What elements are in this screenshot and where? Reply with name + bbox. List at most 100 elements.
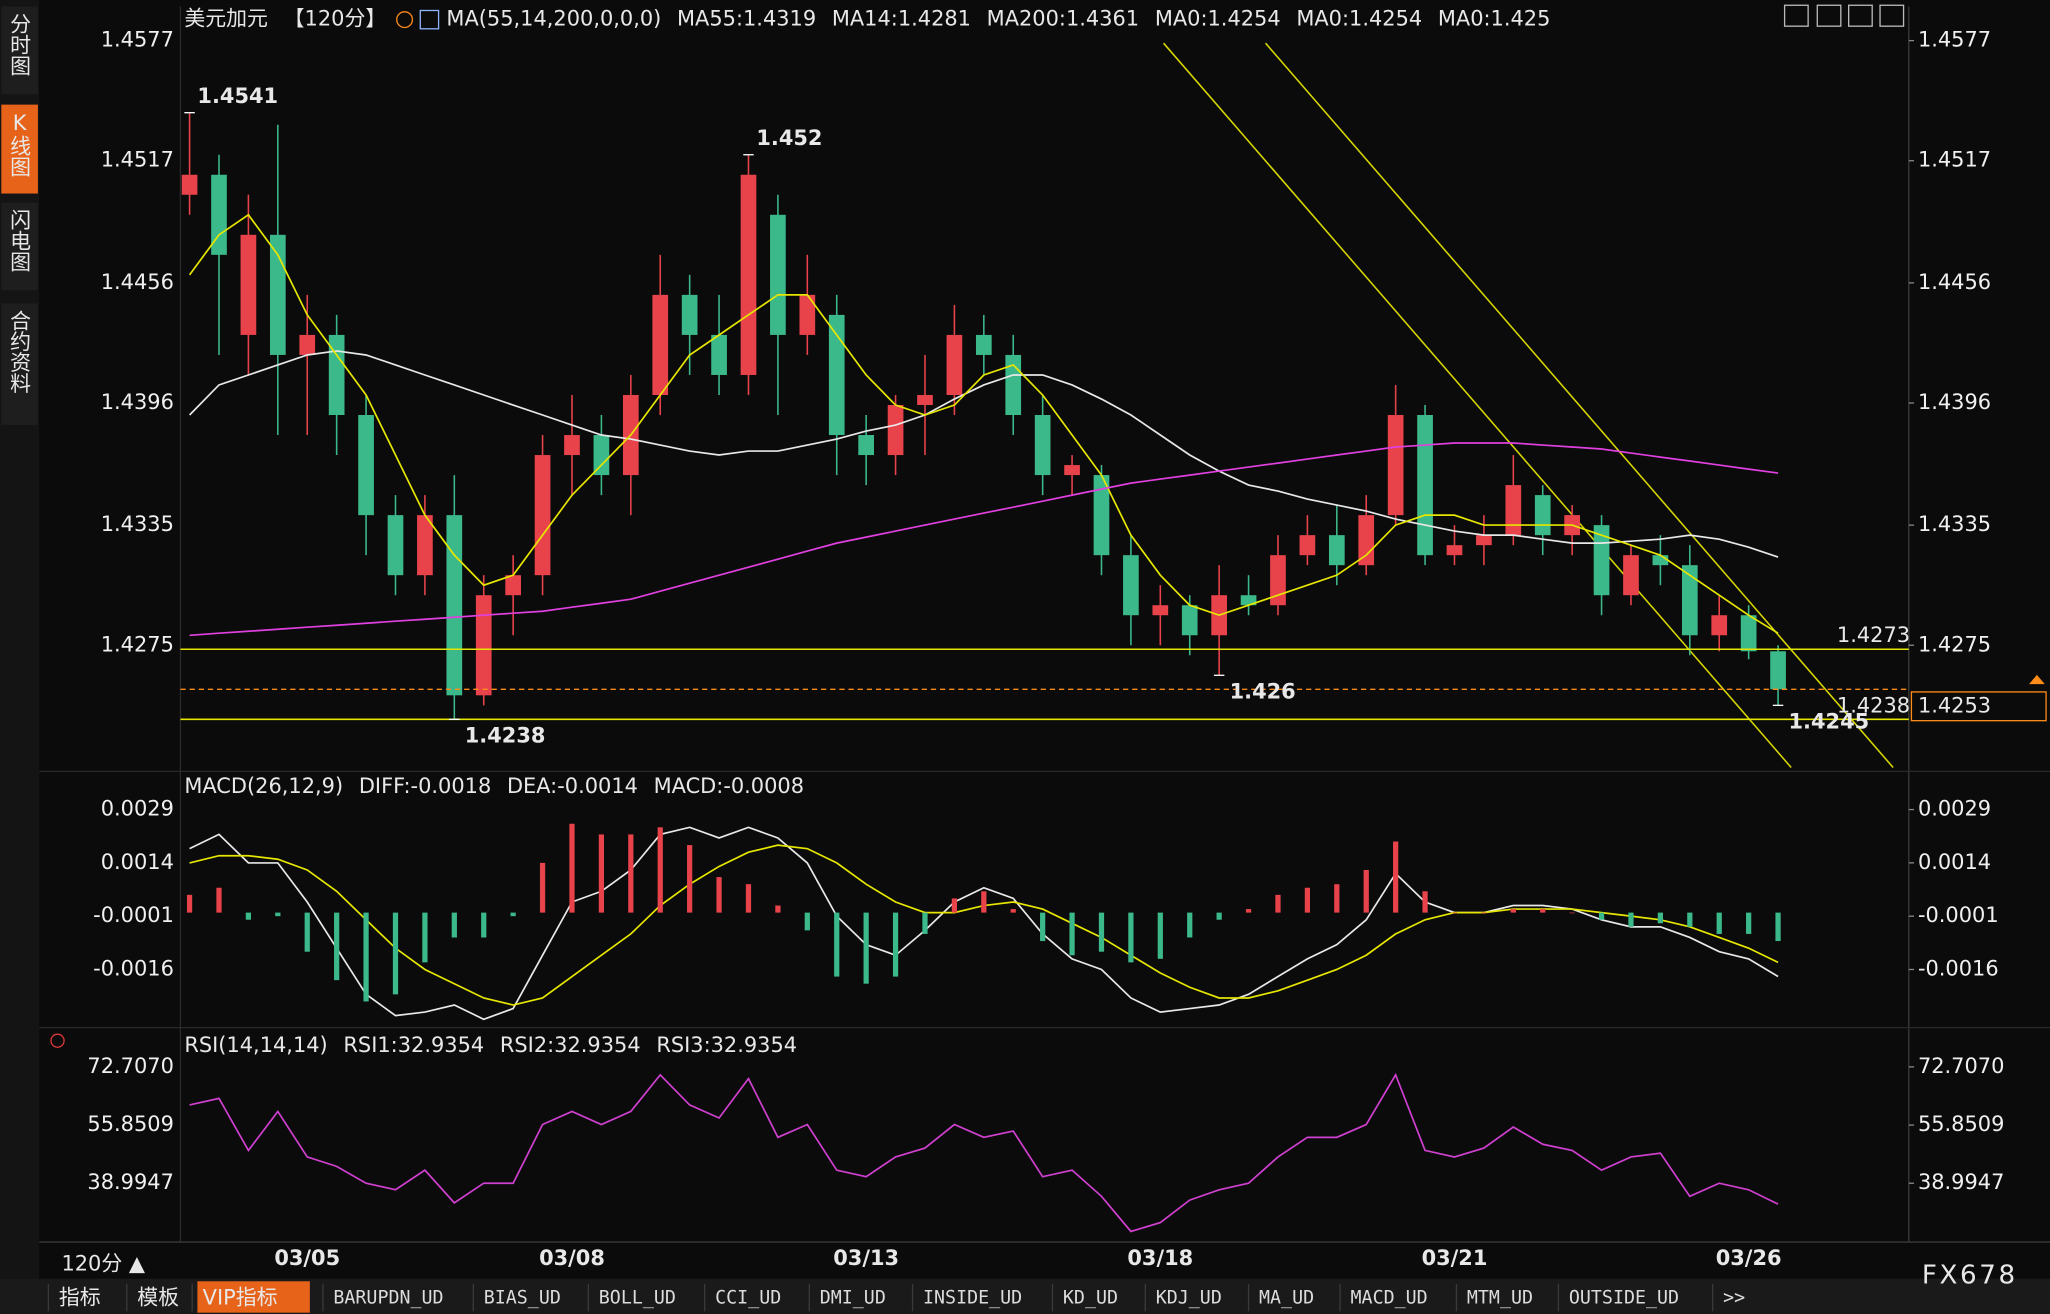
candle-body: [1358, 515, 1375, 566]
candle-body: [1623, 555, 1639, 596]
legend-text: MA0:1.4254: [1296, 7, 1422, 31]
icon[interactable]: [1783, 4, 1809, 27]
candle-body: [328, 334, 345, 416]
legend-text: 美元加元: [184, 7, 268, 31]
macd-bar: [304, 912, 310, 952]
toolbar-tab[interactable]: OUTSIDE_UD: [1569, 1287, 1679, 1308]
candle-body: [269, 234, 286, 355]
current-price-box: [1910, 691, 2047, 722]
macd-bar: [1510, 909, 1516, 913]
toolbar-tab[interactable]: VIP指标: [203, 1285, 278, 1309]
legend-text: 【120分】: [284, 7, 387, 31]
y-tick-label-right: 1.4456: [1918, 270, 1991, 294]
toolbar-tab[interactable]: BOLL_UD: [599, 1287, 676, 1308]
side-tab-label[interactable]: 闪电图: [8, 209, 32, 272]
side-tab-label[interactable]: 分时图: [8, 13, 32, 76]
toolbar-tab[interactable]: KD_UD: [1063, 1287, 1118, 1308]
y-tick-label-right: 1.4517: [1918, 148, 1991, 172]
add-icon[interactable]: [396, 11, 414, 29]
macd-bar: [1040, 912, 1046, 942]
legend-text: MA0:1.425: [1438, 7, 1551, 31]
macd-bar: [392, 912, 399, 995]
candle-body: [1005, 354, 1022, 416]
series-line: [188, 350, 1779, 558]
macd-bar: [1010, 909, 1016, 913]
candle-body: [799, 294, 816, 335]
side-tab-label[interactable]: K线图: [8, 111, 32, 177]
candle-body: [1328, 535, 1345, 566]
legend-text: RSI(14,14,14): [184, 1033, 327, 1057]
toolbar-tab[interactable]: BIAS_UD: [484, 1287, 561, 1308]
side-tab[interactable]: [1, 6, 38, 95]
y-tick-label-right: 1.4275: [1918, 632, 1991, 656]
legend-text: MACD(26,12,9): [184, 774, 343, 798]
low-label: 1.426: [1230, 679, 1296, 703]
settings-icon[interactable]: [50, 1033, 65, 1048]
toolbar-tab[interactable]: 模板: [137, 1285, 179, 1309]
candle-body: [858, 435, 874, 456]
macd-bar: [539, 862, 546, 913]
candle-body: [505, 575, 521, 596]
y-tick-label-right: 72.7070: [1918, 1054, 2004, 1078]
toolbar-tab[interactable]: KDJ_UD: [1156, 1287, 1222, 1308]
toolbar-tab[interactable]: BARUPDN_UD: [333, 1287, 443, 1308]
toolbar-tab[interactable]: 指标: [59, 1285, 101, 1309]
side-tab[interactable]: [1, 202, 38, 291]
toolbar-tab[interactable]: MTM_UD: [1467, 1287, 1533, 1308]
current-price-label: 1.4253: [1918, 693, 1991, 717]
series-line: [189, 442, 1779, 637]
candle-body: [681, 294, 698, 335]
macd-bar: [1216, 912, 1222, 920]
x-tick-label: 03/21: [1422, 1246, 1488, 1270]
high-label: 1.4541: [197, 84, 278, 108]
candle-body: [1123, 555, 1139, 616]
toolbar-tab[interactable]: INSIDE_UD: [923, 1287, 1022, 1308]
legend-text: RSI2:32.9354: [500, 1033, 641, 1057]
icon[interactable]: [1879, 4, 1905, 27]
y-tick-label: -0.0001: [93, 903, 174, 927]
y-tick-label-right: 55.8509: [1918, 1112, 2004, 1136]
macd-bar: [216, 887, 222, 913]
y-tick-label-right: 1.4396: [1918, 390, 1991, 414]
toolbar-tab[interactable]: CCI_UD: [715, 1287, 781, 1308]
macd-bar: [1304, 887, 1311, 913]
icon[interactable]: [1816, 4, 1842, 27]
period-label[interactable]: 120分 ▲: [61, 1251, 145, 1275]
side-tab-label[interactable]: 合约资料: [8, 310, 32, 394]
window-icons[interactable]: [1783, 4, 1905, 27]
macd-bar: [657, 827, 663, 913]
toolbar-tab[interactable]: MA_UD: [1259, 1287, 1314, 1308]
candle-body: [917, 394, 933, 406]
macd-bar: [863, 912, 869, 984]
side-tab[interactable]: [1, 303, 38, 425]
bottom-bar: [0, 1278, 2050, 1314]
toolbar-tab[interactable]: DMI_UD: [820, 1287, 886, 1308]
side-tab[interactable]: [1, 104, 38, 194]
macd-bar: [1245, 909, 1252, 913]
toolbar-tab[interactable]: MACD_UD: [1351, 1287, 1428, 1308]
macd-bar: [804, 912, 810, 931]
legend-text: MA14:1.4281: [832, 7, 971, 31]
candle-body: [564, 435, 580, 456]
macd-bar: [1334, 884, 1340, 913]
macd-bar: [1128, 912, 1134, 963]
icon[interactable]: [1848, 4, 1873, 27]
y-tick-label: 72.7070: [87, 1054, 173, 1078]
trend-line: [1162, 42, 1792, 768]
macd-bar: [598, 834, 605, 913]
y-tick-label-right: -0.0016: [1918, 956, 1999, 980]
macd-bar: [745, 884, 752, 913]
x-tick-label: 03/13: [833, 1246, 899, 1270]
candle-body: [1711, 615, 1728, 636]
chart-icon[interactable]: [419, 9, 440, 30]
macd-bar: [1598, 912, 1605, 920]
candle-body: [299, 334, 316, 355]
macd-bar: [1098, 912, 1105, 952]
toolbar-tab[interactable]: >>: [1723, 1287, 1745, 1308]
x-tick-label: 03/05: [274, 1246, 340, 1270]
candle-body: [1152, 605, 1169, 616]
toolbar-tab-active[interactable]: [197, 1281, 310, 1313]
macd-bar: [186, 894, 193, 913]
macd-bar: [1657, 912, 1664, 924]
y-tick-label: 1.4275: [101, 632, 174, 656]
